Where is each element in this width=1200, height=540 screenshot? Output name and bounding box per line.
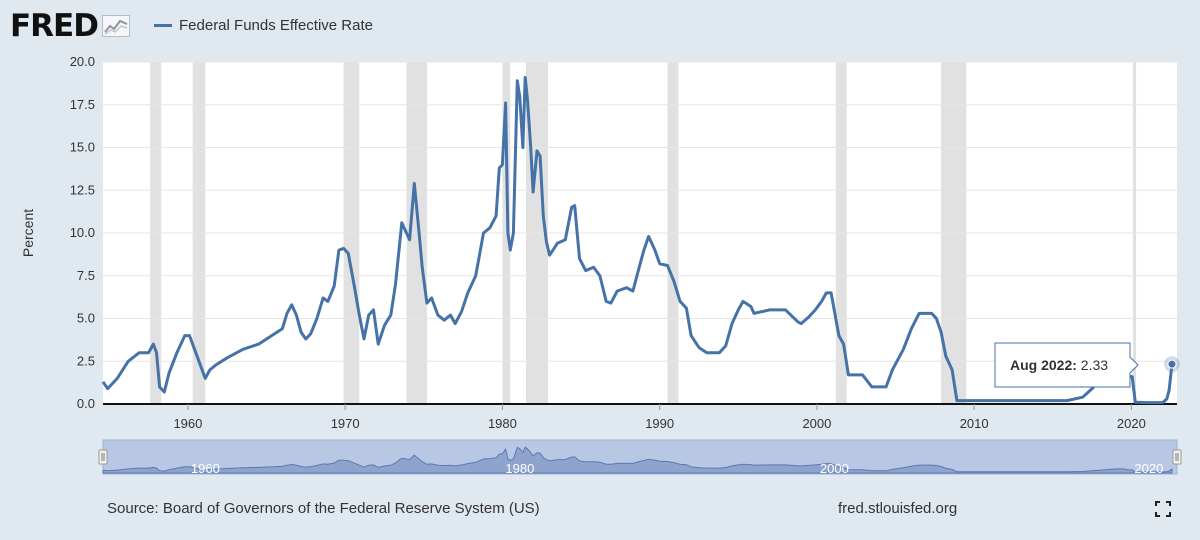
logo-text: FRED [10,8,99,44]
navigator-tick-label: 2000 [820,461,849,476]
tooltip-box [994,342,1139,388]
tooltip-value: 2.33 [1077,357,1108,373]
y-tick-label: 20.0 [70,54,95,69]
site-link[interactable]: fred.stlouisfed.org [838,500,958,517]
chart-legend[interactable]: Federal Funds Effective Rate [154,17,373,34]
x-tick-labels: 1960 1970 1980 1990 2000 2010 2020 [173,404,1146,431]
x-tick-label: 2020 [1117,416,1146,431]
tooltip: Aug 2022: 2.33 [994,342,1180,388]
y-tick-label: 17.5 [70,97,95,112]
y-tick-label: 7.5 [77,268,95,283]
chart-line-icon [101,15,130,37]
y-tick-label: 15.0 [70,140,95,155]
source-note: Source: Board of Governors of the Federa… [107,500,540,517]
navigator-tick-label: 1960 [191,461,220,476]
navigator-handle[interactable] [1172,449,1182,465]
hover-marker [1167,359,1177,369]
series-line-fedfunds[interactable] [101,75,1174,405]
x-tick-label: 1960 [173,416,202,431]
y-tick-label: 0.0 [77,396,95,411]
legend-swatch [154,24,172,27]
legend-series-label: Federal Funds Effective Rate [179,17,373,34]
tooltip-text: Aug 2022: 2.33 [1010,357,1108,373]
fullscreen-icon[interactable] [1155,501,1171,517]
range-navigator[interactable]: 1960 1980 2000 2020 [98,439,1182,476]
handle-box [1172,449,1182,465]
y-axis-label: Percent [20,209,36,257]
x-tick-label: 1980 [488,416,517,431]
y-tick-label: 5.0 [77,311,95,326]
y-tick-label: 12.5 [70,182,95,197]
x-tick-label: 2010 [960,416,989,431]
fred-logo[interactable]: FRED [10,8,130,44]
handle-box [98,449,108,465]
x-tick-label: 1990 [645,416,674,431]
x-tick-label: 2000 [802,416,831,431]
y-tick-labels: 0.0 2.5 5.0 7.5 10.0 12.5 15.0 17.5 20.0 [70,54,95,411]
navigator-handle[interactable] [98,449,108,465]
navigator-tick-label: 1980 [505,461,534,476]
navigator-tick-label: 2020 [1134,461,1163,476]
y-tick-label: 2.5 [77,353,95,368]
tooltip-date: Aug 2022: [1010,357,1077,373]
x-tick-label: 1970 [331,416,360,431]
navigator-series [102,446,1173,474]
y-tick-label: 10.0 [70,225,95,240]
